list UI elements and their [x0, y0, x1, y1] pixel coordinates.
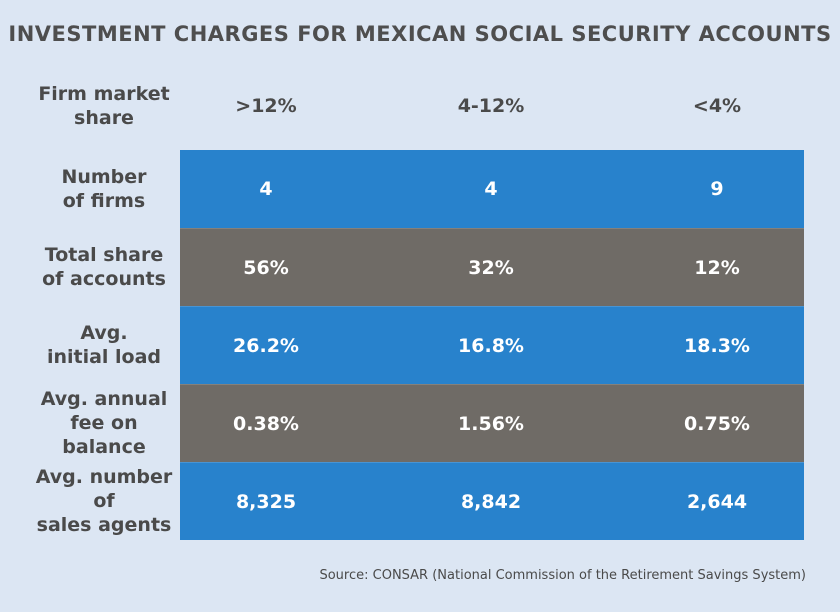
table-cell: 1.56% [352, 384, 630, 462]
row-label: Number of firms [61, 166, 147, 212]
header-label: Firm market share [38, 83, 170, 129]
column-header: >12% [235, 95, 297, 117]
table-cell: 8,842 [352, 462, 630, 540]
row-label: Avg. annual fee on balance [40, 388, 168, 458]
data-table: Firm market share >12% 4-12% <4% Number of f… [28, 70, 804, 540]
table-cell: 4 [352, 150, 630, 228]
column-header: 4-12% [457, 95, 525, 117]
table-cell: 4 [180, 150, 352, 228]
row-label: Avg. initial load [46, 322, 162, 368]
table-cell: 56% [180, 228, 352, 306]
chart-title: INVESTMENT CHARGES FOR MEXICAN SOCIAL SE… [8, 22, 832, 46]
row-label: Avg. number of sales agents [35, 466, 173, 536]
table-cell: 12% [630, 228, 804, 306]
table-cell: 2,644 [630, 462, 804, 540]
table-cell: 32% [352, 228, 630, 306]
table-cell: 9 [630, 150, 804, 228]
table-cell: 0.38% [180, 384, 352, 462]
table-cell: 8,325 [180, 462, 352, 540]
row-label: Total share of accounts [42, 244, 166, 290]
source-note: Source: CONSAR (National Commission of t… [319, 568, 806, 583]
table-cell: 18.3% [630, 306, 804, 384]
column-header: <4% [692, 95, 742, 117]
table-cell: 16.8% [352, 306, 630, 384]
table-cell: 26.2% [180, 306, 352, 384]
table-cell: 0.75% [630, 384, 804, 462]
